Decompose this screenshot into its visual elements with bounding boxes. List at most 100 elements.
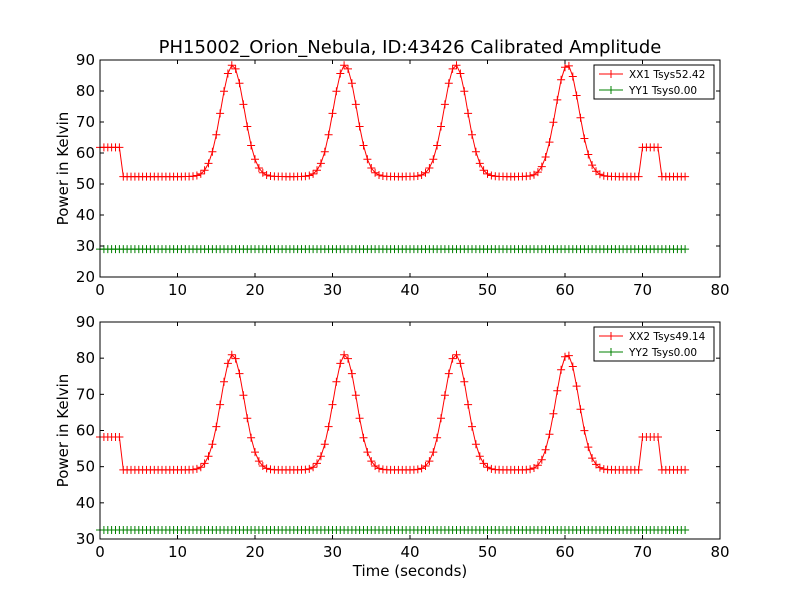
data-point-marker: [576, 405, 585, 414]
data-point-marker: [305, 464, 314, 473]
data-point-marker: [115, 433, 124, 441]
x-tick-label: 40: [400, 543, 419, 561]
data-point-marker: [320, 147, 329, 156]
data-point-marker: [313, 166, 321, 175]
data-point-marker: [421, 462, 430, 470]
data-point-marker: [464, 109, 473, 118]
data-point-marker: [468, 130, 476, 139]
data-point-marker: [231, 64, 240, 73]
data-point-marker: [200, 459, 209, 468]
data-point-marker: [254, 457, 263, 466]
data-point-marker: [239, 100, 248, 109]
data-point-marker: [223, 69, 232, 78]
x-tick-label: 0: [95, 543, 105, 561]
data-point-marker: [324, 422, 333, 431]
x-tick-label: 0: [95, 281, 105, 299]
x-tick-label: 70: [633, 543, 652, 561]
data-point-marker: [332, 87, 341, 96]
data-point-marker: [471, 440, 480, 449]
x-tick-label: 20: [245, 543, 264, 561]
data-point-marker: [425, 457, 434, 466]
top-subplot: 0 10 20 30 40 50 60 70 80 20 30 40 50 60 70 80 90 Power i…: [54, 51, 730, 299]
data-point-marker: [367, 164, 376, 172]
data-point-marker: [301, 465, 310, 474]
data-point-marker: [262, 171, 271, 179]
data-point-marker: [328, 400, 337, 409]
y-tick-label: 60: [76, 144, 95, 162]
data-point-marker: [654, 433, 662, 441]
data-point-marker: [301, 172, 310, 181]
legend-entry-label: YY1 Tsys0.00: [628, 85, 697, 97]
data-point-marker: [634, 172, 643, 181]
x-tick-label: 40: [400, 281, 419, 299]
y-tick-label: 70: [76, 385, 95, 403]
data-point-marker: [437, 122, 445, 131]
x-tick-label: 60: [555, 281, 574, 299]
data-point-marker: [313, 459, 321, 468]
data-point-marker: [448, 354, 457, 363]
data-point-marker: [545, 138, 554, 147]
y-tick-label: 30: [76, 530, 95, 548]
data-point-marker: [243, 414, 252, 423]
data-point-marker: [413, 172, 422, 180]
data-point-marker: [592, 460, 600, 469]
legend-entry-label: XX2 Tsys49.14: [629, 331, 706, 343]
y-tick-label: 20: [76, 268, 95, 286]
x-tick-label: 80: [710, 543, 729, 561]
data-point-marker: [220, 377, 228, 386]
data-point-marker: [336, 359, 345, 368]
legend-frame: [593, 64, 715, 100]
data-point-marker: [437, 414, 445, 423]
legend-swatch-marker: [607, 86, 615, 94]
data-point-marker: [537, 455, 546, 464]
data-point-marker: [189, 172, 197, 181]
data-point-marker: [223, 359, 232, 368]
data-point-marker: [557, 75, 566, 84]
data-point-marker: [568, 362, 577, 371]
data-point-marker: [254, 164, 263, 172]
data-point-marker: [247, 141, 256, 150]
data-point-marker: [568, 72, 577, 81]
data-point-marker: [433, 141, 442, 150]
legend: XX1 Tsys52.42 YY1 Tsys0.00: [593, 64, 715, 100]
y-tick-label: 80: [76, 349, 95, 367]
y-axis-label: Power in Kelvin: [54, 112, 72, 226]
data-point-marker: [425, 164, 434, 172]
data-point-marker: [584, 150, 593, 159]
x-tick-label: 30: [323, 543, 342, 561]
data-point-marker: [557, 365, 566, 374]
y-tick-label: 50: [76, 175, 95, 193]
data-point-marker: [351, 391, 360, 400]
data-point-marker: [347, 79, 356, 88]
data-point-marker: [471, 147, 480, 156]
figure-title: PH15002_Orion_Nebula, ID:43426 Calibrate…: [159, 37, 662, 58]
x-tick-label: 70: [633, 281, 652, 299]
data-point-marker: [359, 141, 368, 150]
y-tick-label: 40: [76, 206, 95, 224]
y-tick-label: 80: [76, 82, 95, 100]
data-point-marker: [204, 159, 213, 168]
x-tick-label: 30: [323, 281, 342, 299]
legend-swatch-marker: [607, 70, 615, 78]
data-point-marker: [344, 354, 352, 363]
data-point-marker: [421, 168, 430, 177]
data-point-marker: [541, 445, 550, 454]
data-point-marker: [537, 162, 546, 171]
y-tick-label: 90: [76, 313, 95, 331]
data-point-marker: [251, 448, 259, 457]
data-point-marker: [549, 118, 558, 127]
x-tick-label: 60: [555, 543, 574, 561]
data-point-marker: [359, 433, 368, 442]
data-point-marker: [316, 159, 325, 168]
data-point-marker: [580, 134, 589, 143]
data-point-marker: [468, 422, 476, 431]
data-point-marker: [541, 153, 550, 161]
x-tick-label: 10: [168, 281, 187, 299]
data-point-marker: [336, 69, 345, 78]
data-point-marker: [634, 465, 643, 474]
data-point-marker: [309, 463, 318, 472]
data-point-marker: [440, 391, 449, 400]
data-point-marker: [262, 464, 271, 473]
data-point-marker: [305, 171, 314, 180]
data-point-marker: [526, 465, 535, 474]
